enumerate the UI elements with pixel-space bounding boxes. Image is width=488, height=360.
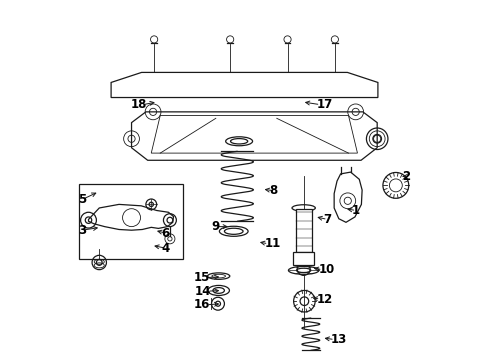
Text: 12: 12 <box>316 293 332 306</box>
Text: 2: 2 <box>402 170 409 183</box>
Text: 9: 9 <box>211 220 219 233</box>
Text: 14: 14 <box>195 285 211 298</box>
Bar <box>295 209 311 252</box>
Text: 1: 1 <box>351 204 360 217</box>
Text: 18: 18 <box>130 98 147 111</box>
Text: 17: 17 <box>316 98 332 111</box>
Text: 15: 15 <box>194 271 210 284</box>
Text: 5: 5 <box>78 193 86 206</box>
Text: 4: 4 <box>161 242 169 255</box>
Text: 6: 6 <box>161 226 169 239</box>
Text: 8: 8 <box>269 184 277 197</box>
Bar <box>292 252 314 265</box>
Text: 13: 13 <box>330 333 346 346</box>
Bar <box>79 184 183 259</box>
Text: 11: 11 <box>264 237 280 250</box>
Text: 10: 10 <box>318 263 334 276</box>
Text: 16: 16 <box>194 298 210 311</box>
Text: 7: 7 <box>323 213 331 226</box>
Text: 3: 3 <box>78 224 86 237</box>
